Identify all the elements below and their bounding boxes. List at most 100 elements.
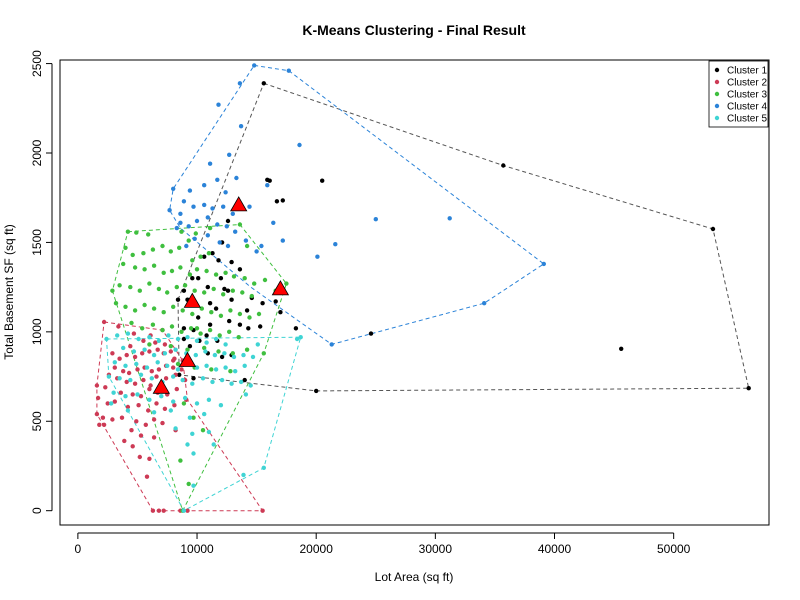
data-point bbox=[230, 211, 235, 216]
data-point bbox=[190, 311, 195, 317]
data-point bbox=[147, 349, 152, 354]
y-tick-label: 0 bbox=[30, 507, 44, 514]
data-point bbox=[134, 361, 139, 367]
data-point bbox=[186, 224, 191, 229]
data-point bbox=[227, 318, 232, 324]
data-point bbox=[172, 403, 177, 408]
data-point bbox=[315, 254, 320, 259]
data-point bbox=[194, 326, 200, 331]
data-point bbox=[128, 377, 133, 383]
x-tick-label: 40000 bbox=[538, 542, 572, 556]
data-point bbox=[223, 190, 228, 195]
data-point bbox=[165, 290, 170, 295]
y-tick-label: 2500 bbox=[30, 50, 44, 77]
legend-label-cluster-5: Cluster 5 bbox=[727, 114, 767, 125]
data-point bbox=[255, 342, 260, 347]
data-point bbox=[185, 347, 190, 352]
data-point bbox=[230, 351, 235, 356]
data-point bbox=[101, 319, 107, 325]
data-point bbox=[178, 458, 183, 463]
data-point bbox=[148, 383, 153, 388]
data-point bbox=[221, 292, 226, 297]
data-point bbox=[202, 290, 207, 295]
legend-marker-cluster-3 bbox=[714, 91, 720, 97]
points-layer bbox=[94, 63, 751, 513]
data-point bbox=[149, 369, 154, 374]
data-point bbox=[213, 367, 219, 372]
data-point bbox=[278, 310, 283, 315]
data-point bbox=[231, 354, 237, 360]
data-point bbox=[224, 224, 229, 229]
y-tick-label: 1500 bbox=[30, 229, 44, 256]
data-point bbox=[202, 254, 207, 259]
data-point bbox=[223, 342, 228, 347]
data-point bbox=[247, 204, 252, 209]
data-point bbox=[149, 376, 154, 381]
data-point bbox=[187, 415, 193, 420]
data-point bbox=[203, 349, 208, 354]
data-point bbox=[160, 420, 165, 426]
data-point bbox=[130, 444, 135, 449]
series-cluster-4 bbox=[167, 63, 546, 347]
data-point bbox=[242, 276, 247, 281]
data-point bbox=[97, 422, 102, 427]
x-axis: 0 10000 20000 30000 40000 50000 bbox=[75, 532, 691, 556]
data-point bbox=[106, 374, 112, 379]
data-point bbox=[147, 456, 152, 461]
data-point bbox=[130, 252, 135, 258]
data-point bbox=[221, 204, 226, 209]
data-point bbox=[228, 369, 233, 374]
data-point bbox=[246, 326, 251, 331]
data-point bbox=[178, 211, 183, 216]
data-point bbox=[147, 342, 152, 347]
data-point bbox=[368, 331, 374, 336]
data-point bbox=[151, 263, 157, 268]
data-point bbox=[132, 308, 138, 313]
data-point bbox=[216, 102, 221, 107]
data-point bbox=[140, 351, 145, 356]
data-point bbox=[154, 401, 159, 406]
data-point bbox=[173, 426, 178, 431]
data-point bbox=[135, 392, 140, 397]
x-tick-label: 0 bbox=[75, 542, 82, 556]
chart-title: K-Means Clustering - Final Result bbox=[302, 22, 526, 38]
data-point bbox=[210, 251, 215, 256]
data-point bbox=[194, 338, 200, 343]
data-point bbox=[284, 281, 289, 286]
data-point bbox=[124, 352, 129, 358]
data-point bbox=[243, 238, 249, 243]
data-point bbox=[227, 152, 232, 157]
data-point bbox=[161, 270, 166, 275]
centroid-marker-4 bbox=[178, 351, 197, 367]
data-point bbox=[244, 243, 250, 249]
data-point bbox=[174, 386, 179, 392]
data-point bbox=[267, 178, 272, 183]
data-point bbox=[280, 198, 285, 203]
data-point bbox=[223, 270, 228, 275]
data-point bbox=[110, 351, 115, 356]
data-point bbox=[175, 336, 181, 342]
data-point bbox=[123, 245, 128, 250]
data-point bbox=[213, 272, 219, 277]
data-point bbox=[168, 249, 173, 254]
series-cluster-1 bbox=[175, 81, 751, 394]
data-point bbox=[110, 417, 115, 422]
data-point bbox=[202, 411, 207, 417]
data-point bbox=[187, 344, 193, 349]
data-point bbox=[541, 261, 546, 267]
data-point bbox=[179, 367, 184, 372]
data-point bbox=[180, 308, 185, 313]
data-point bbox=[202, 345, 207, 351]
data-point bbox=[104, 336, 109, 342]
data-point bbox=[182, 283, 188, 288]
data-point bbox=[225, 243, 231, 249]
data-point bbox=[125, 229, 131, 234]
data-point bbox=[218, 313, 224, 318]
data-point bbox=[151, 306, 157, 311]
data-point bbox=[241, 472, 246, 478]
data-point bbox=[237, 311, 243, 317]
data-point bbox=[174, 225, 179, 231]
data-point bbox=[242, 377, 247, 383]
data-point bbox=[198, 331, 203, 336]
data-point bbox=[126, 370, 132, 376]
